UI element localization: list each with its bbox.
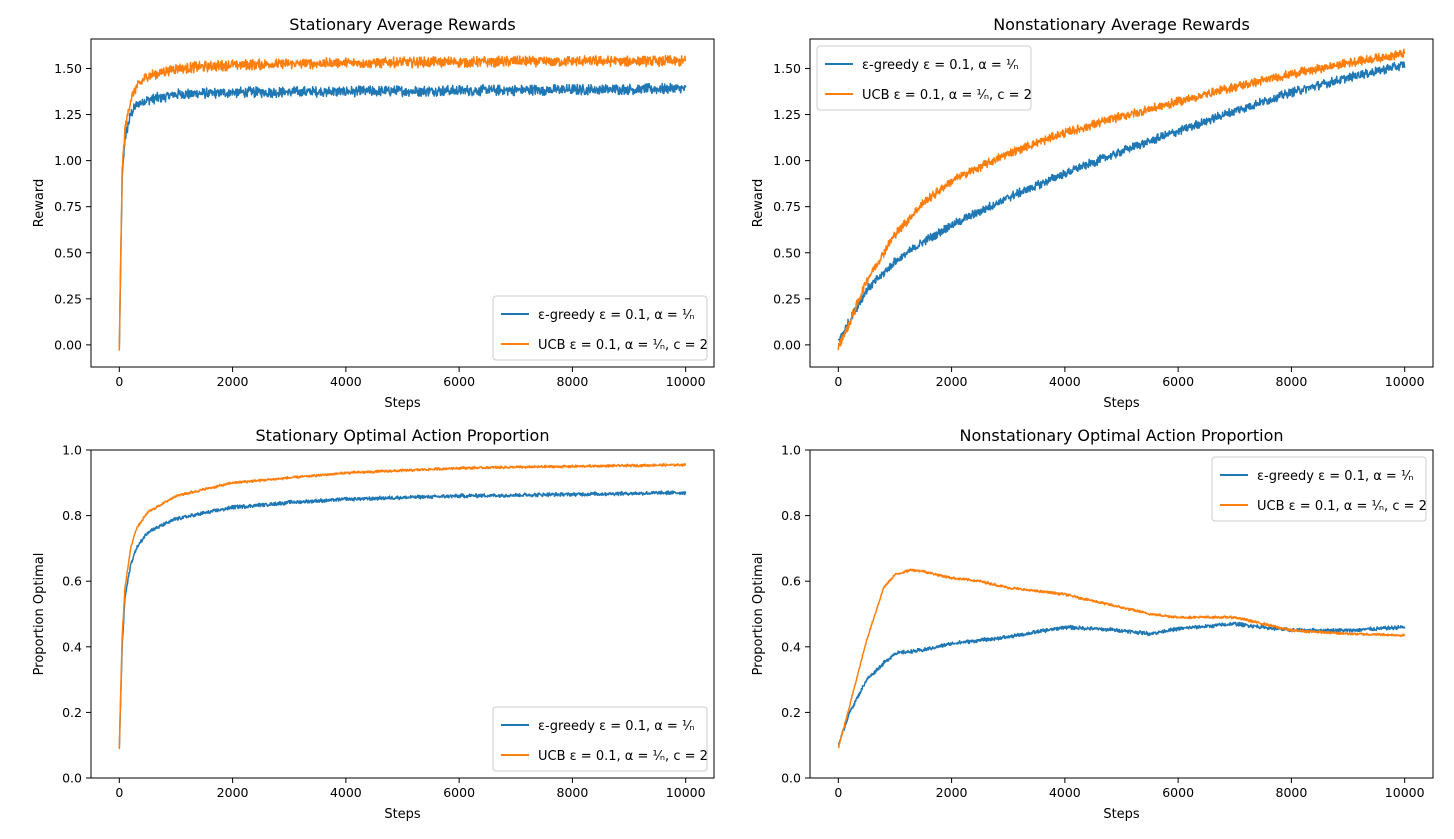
- legend: ε-greedy ε = 0.1, α = ¹⁄ₙ UCB ε = 0.1, α …: [492, 706, 708, 772]
- y-tick-label: 0.50: [54, 245, 82, 260]
- y-tick-label: 0.2: [62, 705, 82, 720]
- x-axis-label: Steps: [384, 807, 421, 822]
- x-tick-label: 10000: [1385, 785, 1425, 800]
- x-tick-label: 0: [834, 785, 842, 800]
- series-line-ucb: [118, 462, 687, 750]
- legend-label: UCB ε = 0.1, α = ¹⁄ₙ, c = 2: [538, 749, 708, 764]
- y-tick-label: 0.4: [781, 639, 801, 654]
- chart-panel-2: 0 2000 4000 6000 8000 10000 0.00 0.25 0.50 0.75 1.…: [751, 15, 1434, 411]
- axes-frame: [90, 449, 715, 779]
- x-tick-label: 6000: [443, 785, 475, 800]
- x-axis-label: Steps: [384, 396, 421, 411]
- series-line-ucb: [118, 54, 687, 351]
- y-tick-label: 0.00: [54, 337, 82, 352]
- series-line-egreedy: [837, 61, 1406, 343]
- chart-panel-3: 0 2000 4000 6000 8000 10000 0.0 0.2 0.4 0.6 0.8 1.0…: [32, 426, 715, 822]
- y-tick-label: 0.8: [62, 508, 82, 523]
- y-tick-label: 0.00: [773, 337, 801, 352]
- x-tick-label: 4000: [330, 785, 362, 800]
- x-tick-label: 8000: [557, 374, 589, 389]
- y-tick-label: 0.8: [781, 508, 801, 523]
- x-tick-label: 10000: [666, 785, 706, 800]
- y-tick-label: 1.50: [773, 61, 801, 76]
- y-tick-label: 0.6: [62, 574, 82, 589]
- chart-panel-1: 0 2000 4000 6000 8000 10000 0.00 0.25 0.50 0.75 1.…: [32, 15, 715, 411]
- legend-box: [492, 295, 708, 361]
- y-tick-label: 1.0: [62, 443, 82, 458]
- legend-label: ε-greedy ε = 0.1, α = ¹⁄ₙ: [538, 719, 695, 734]
- x-tick-label: 6000: [1162, 374, 1194, 389]
- chart-panel-4: 0 2000 4000 6000 8000 10000 0.0 0.2 0.4 0.6 0.8 1.0…: [751, 426, 1434, 822]
- x-tick-label: 0: [115, 374, 123, 389]
- series-line-egreedy: [118, 490, 687, 749]
- y-tick-label: 0.6: [781, 574, 801, 589]
- y-axis-label: Proportion Optimal: [32, 553, 47, 676]
- y-tick-label: 0.2: [781, 705, 801, 720]
- chart-title: Stationary Average Rewards: [289, 15, 516, 34]
- y-tick-label: 0.50: [773, 245, 801, 260]
- x-tick-label: 4000: [1049, 374, 1081, 389]
- x-tick-label: 6000: [1162, 785, 1194, 800]
- x-tick-label: 2000: [936, 785, 968, 800]
- series-line-ucb: [837, 568, 1406, 749]
- y-tick-label: 0.25: [773, 291, 801, 306]
- legend-label: UCB ε = 0.1, α = ¹⁄ₙ, c = 2: [538, 338, 708, 353]
- legend-label: ε-greedy ε = 0.1, α = ¹⁄ₙ: [1257, 469, 1414, 484]
- legend: ε-greedy ε = 0.1, α = ¹⁄ₙ UCB ε = 0.1, α …: [492, 295, 708, 361]
- legend: ε-greedy ε = 0.1, α = ¹⁄ₙ UCB ε = 0.1, α …: [1211, 456, 1427, 522]
- x-tick-label: 6000: [443, 374, 475, 389]
- x-tick-label: 0: [834, 374, 842, 389]
- chart-title: Nonstationary Optimal Action Proportion: [959, 426, 1283, 445]
- x-tick-label: 2000: [217, 785, 249, 800]
- y-axis-label: Proportion Optimal: [751, 553, 766, 676]
- x-axis-label: Steps: [1103, 807, 1140, 822]
- x-tick-label: 8000: [557, 785, 589, 800]
- series-line-ucb: [837, 48, 1406, 351]
- x-tick-label: 4000: [1049, 785, 1081, 800]
- legend-label: ε-greedy ε = 0.1, α = ¹⁄ₙ: [538, 308, 695, 323]
- axes-frame: [809, 38, 1434, 368]
- y-tick-label: 0.4: [62, 639, 82, 654]
- legend-label: ε-greedy ε = 0.1, α = ¹⁄ₙ: [862, 58, 1019, 73]
- x-tick-label: 2000: [217, 374, 249, 389]
- axes-frame: [90, 38, 715, 368]
- y-tick-label: 0.25: [54, 291, 82, 306]
- y-tick-label: 1.0: [781, 443, 801, 458]
- y-tick-label: 1.50: [54, 61, 82, 76]
- y-tick-label: 1.25: [773, 107, 801, 122]
- x-tick-label: 0: [115, 785, 123, 800]
- legend-box: [492, 706, 708, 772]
- legend-label: UCB ε = 0.1, α = ¹⁄ₙ, c = 2: [1257, 499, 1427, 514]
- x-tick-label: 2000: [936, 374, 968, 389]
- y-tick-label: 0.75: [773, 199, 801, 214]
- y-tick-label: 1.25: [54, 107, 82, 122]
- x-tick-label: 8000: [1276, 785, 1308, 800]
- x-axis-label: Steps: [1103, 396, 1140, 411]
- y-tick-label: 0.75: [54, 199, 82, 214]
- chart-title: Nonstationary Average Rewards: [993, 15, 1250, 34]
- series-line-egreedy: [837, 621, 1406, 746]
- legend-box: [816, 45, 1032, 111]
- x-tick-label: 10000: [1385, 374, 1425, 389]
- y-axis-label: Reward: [32, 179, 47, 227]
- series-line-egreedy: [118, 82, 687, 347]
- y-axis-label: Reward: [751, 179, 766, 227]
- y-tick-label: 0.0: [62, 771, 82, 786]
- x-tick-label: 8000: [1276, 374, 1308, 389]
- x-tick-label: 4000: [330, 374, 362, 389]
- legend-box: [1211, 456, 1427, 522]
- y-tick-label: 1.00: [54, 153, 82, 168]
- chart-title: Stationary Optimal Action Proportion: [256, 426, 550, 445]
- legend: ε-greedy ε = 0.1, α = ¹⁄ₙ UCB ε = 0.1, α …: [816, 45, 1032, 111]
- y-tick-label: 1.00: [773, 153, 801, 168]
- legend-label: UCB ε = 0.1, α = ¹⁄ₙ, c = 2: [862, 88, 1032, 103]
- axes-frame: [809, 449, 1434, 779]
- y-tick-label: 0.0: [781, 771, 801, 786]
- x-tick-label: 10000: [666, 374, 706, 389]
